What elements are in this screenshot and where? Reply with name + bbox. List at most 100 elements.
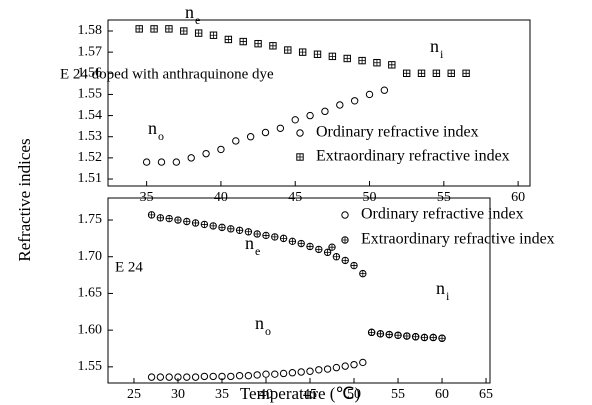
marker-shape	[147, 373, 156, 381]
marker-cross	[165, 215, 173, 222]
point	[147, 373, 156, 381]
plot-frame	[107, 19, 531, 187]
point	[191, 373, 200, 381]
annotation-subscript: i	[440, 47, 444, 61]
marker-cross	[368, 329, 375, 336]
marker-shape	[174, 373, 182, 381]
y-tick-label: 1.57	[78, 44, 103, 59]
point	[271, 233, 279, 241]
x-tick-label: 60	[511, 190, 525, 205]
y-tick-label: 1.53	[78, 129, 103, 144]
point	[306, 367, 314, 375]
x-axis-label: Temperature (℃)	[240, 384, 360, 403]
marker-shape	[262, 370, 270, 378]
point	[183, 373, 191, 381]
marker-cross	[328, 243, 336, 251]
marker-shape	[350, 97, 359, 105]
marker-cross	[195, 29, 202, 37]
annotation: n	[148, 118, 157, 138]
marker-cross	[333, 253, 340, 260]
marker-cross	[344, 55, 351, 62]
marker-cross	[157, 214, 164, 222]
marker-shape	[202, 149, 210, 158]
x-tick-label: 50	[347, 387, 361, 402]
point	[187, 154, 195, 162]
marker-shape	[359, 358, 367, 367]
point	[288, 369, 297, 377]
marker-shape	[323, 365, 332, 373]
point	[321, 107, 329, 116]
point	[376, 330, 385, 338]
point	[350, 261, 358, 270]
annotation-subscript: e	[195, 13, 200, 27]
marker-cross	[289, 238, 296, 245]
marker-cross	[403, 332, 411, 340]
x-tick-label: 45	[303, 387, 317, 402]
point	[306, 242, 314, 251]
marker-shape	[380, 86, 389, 94]
marker-shape	[227, 372, 235, 381]
marker-cross	[218, 224, 226, 231]
point	[142, 158, 151, 166]
point	[156, 214, 165, 222]
annotation: n	[185, 2, 194, 22]
point	[191, 219, 200, 227]
point	[297, 239, 305, 248]
marker-shape	[279, 369, 288, 378]
point	[165, 373, 173, 381]
point	[180, 27, 188, 35]
marker-cross	[280, 235, 287, 242]
annotation: n	[436, 278, 445, 298]
annotation-subscript: e	[255, 244, 260, 258]
marker-shape	[291, 116, 299, 124]
point	[328, 52, 337, 61]
y-tick-label: 1.51	[78, 171, 103, 186]
point	[156, 373, 165, 381]
point	[269, 42, 277, 50]
marker-shape	[157, 158, 166, 166]
point	[172, 158, 181, 166]
point	[218, 372, 226, 381]
marker-cross	[306, 243, 314, 250]
x-tick-label: 25	[127, 387, 141, 402]
annotation-subscript: i	[446, 289, 450, 303]
point	[276, 124, 285, 132]
marker-cross	[341, 236, 349, 244]
point	[254, 39, 262, 48]
point	[388, 61, 396, 69]
marker-cross	[388, 61, 396, 69]
point	[350, 97, 359, 105]
annotation-subscript: o	[158, 129, 164, 143]
marker-cross	[350, 262, 358, 269]
marker-cross	[284, 46, 291, 54]
legend-label: Ordinary refractive index	[361, 206, 524, 223]
marker-shape	[187, 154, 195, 162]
y-tick-label: 1.54	[78, 108, 103, 123]
y-tick-label: 1.55	[78, 359, 103, 374]
point	[147, 211, 156, 219]
marker-cross	[438, 335, 446, 342]
point	[336, 101, 344, 109]
point	[332, 363, 341, 372]
point	[165, 214, 173, 223]
point	[403, 332, 411, 340]
point	[235, 226, 244, 235]
marker-shape	[156, 373, 165, 381]
marker-shape	[306, 367, 314, 375]
marker-shape	[235, 371, 244, 380]
point	[373, 59, 381, 67]
marker-shape	[321, 107, 329, 116]
annotation-subscript: o	[265, 324, 271, 338]
x-tick-label: 35	[215, 387, 229, 402]
marker-shape	[232, 137, 240, 145]
point	[284, 46, 292, 54]
annotation: E 24 doped with anthraquinone dye	[60, 66, 274, 82]
point	[380, 86, 389, 94]
y-tick-label: 1.52	[78, 150, 103, 165]
marker-cross	[183, 218, 190, 225]
marker-cross	[358, 57, 366, 64]
marker-cross	[324, 249, 331, 256]
point	[279, 369, 288, 378]
marker-cross	[245, 228, 252, 235]
annotation: n	[255, 313, 264, 333]
